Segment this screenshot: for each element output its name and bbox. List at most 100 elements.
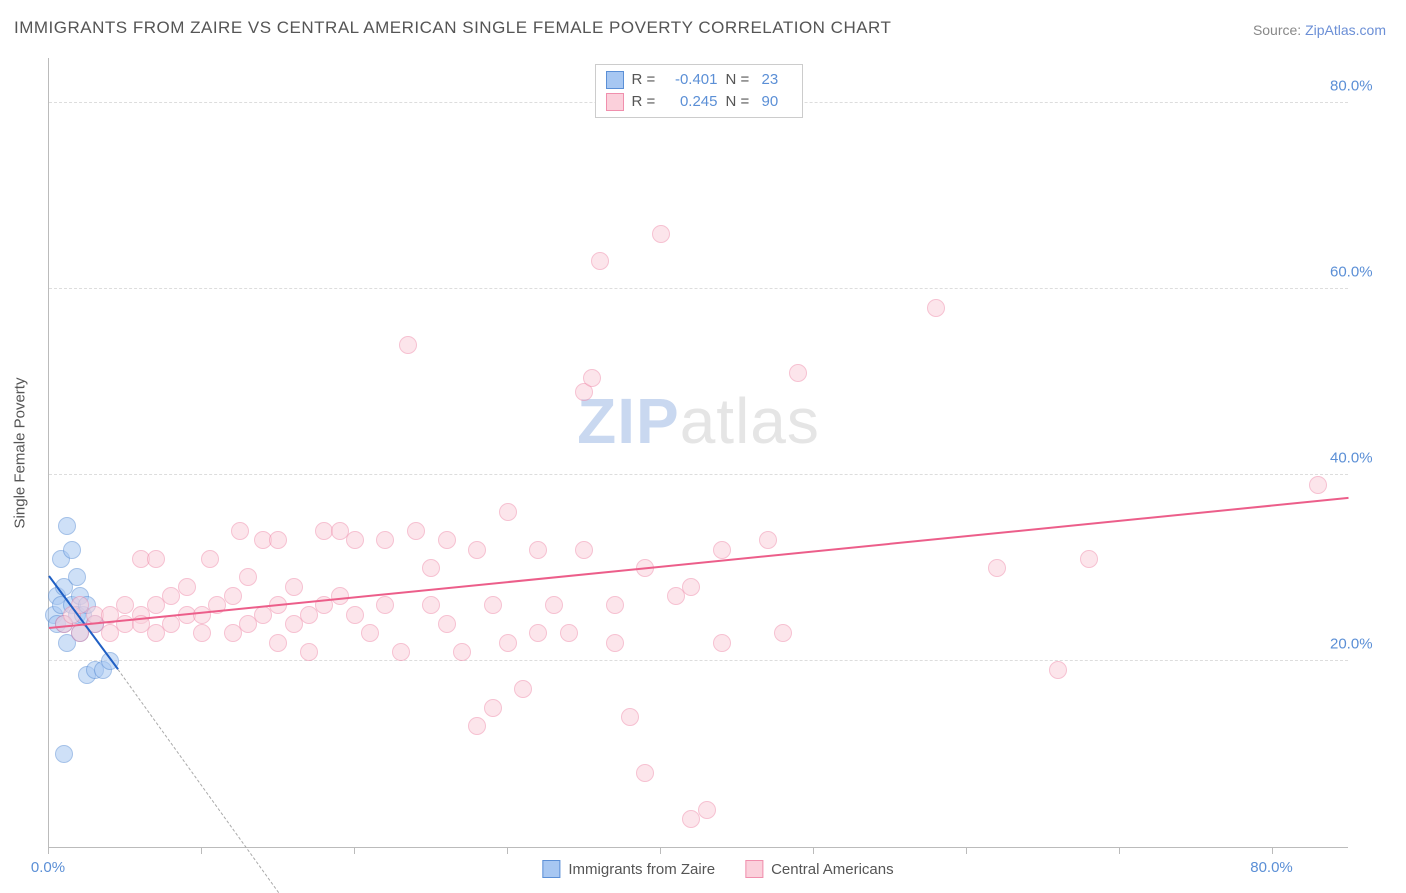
- data-point: [231, 522, 249, 540]
- data-point: [713, 634, 731, 652]
- data-point: [606, 634, 624, 652]
- data-point: [927, 299, 945, 317]
- data-point: [529, 624, 547, 642]
- r-label: R =: [632, 91, 660, 113]
- series-legend-item: Central Americans: [745, 860, 894, 878]
- data-point: [422, 559, 440, 577]
- data-point: [545, 596, 563, 614]
- data-point: [774, 624, 792, 642]
- data-point: [484, 699, 502, 717]
- data-point: [468, 541, 486, 559]
- data-point: [591, 252, 609, 270]
- data-point: [988, 559, 1006, 577]
- correlation-legend: R = -0.401 N = 23 R = 0.245 N = 90: [595, 64, 803, 118]
- data-point: [63, 541, 81, 559]
- data-point: [331, 587, 349, 605]
- data-point: [789, 364, 807, 382]
- watermark-bold: ZIP: [577, 385, 680, 457]
- data-point: [529, 541, 547, 559]
- data-point: [422, 596, 440, 614]
- x-tick: [966, 848, 967, 854]
- trend-extrapolation: [117, 670, 278, 893]
- n-label: N =: [726, 69, 754, 91]
- data-point: [361, 624, 379, 642]
- correlation-legend-row: R = -0.401 N = 23: [606, 69, 792, 91]
- data-point: [514, 680, 532, 698]
- chart-title: IMMIGRANTS FROM ZAIRE VS CENTRAL AMERICA…: [14, 18, 891, 38]
- x-tick: [354, 848, 355, 854]
- data-point: [376, 531, 394, 549]
- r-label: R =: [632, 69, 660, 91]
- data-point: [484, 596, 502, 614]
- legend-swatch: [606, 71, 624, 89]
- n-value: 23: [762, 69, 792, 91]
- legend-swatch: [542, 860, 560, 878]
- legend-swatch: [606, 93, 624, 111]
- data-point: [269, 634, 287, 652]
- data-point: [606, 596, 624, 614]
- y-tick-label: 20.0%: [1330, 636, 1390, 653]
- data-point: [636, 764, 654, 782]
- data-point: [178, 578, 196, 596]
- data-point: [468, 717, 486, 735]
- data-point: [575, 541, 593, 559]
- data-point: [1049, 661, 1067, 679]
- data-point: [58, 517, 76, 535]
- data-point: [759, 531, 777, 549]
- data-point: [1309, 476, 1327, 494]
- gridline: [49, 288, 1348, 289]
- series-label: Immigrants from Zaire: [568, 861, 715, 878]
- data-point: [269, 531, 287, 549]
- correlation-legend-row: R = 0.245 N = 90: [606, 91, 792, 113]
- source-label: Source:: [1253, 22, 1305, 38]
- data-point: [68, 568, 86, 586]
- data-point: [1080, 550, 1098, 568]
- data-point: [652, 225, 670, 243]
- x-tick: [507, 848, 508, 854]
- gridline: [49, 474, 1348, 475]
- data-point: [407, 522, 425, 540]
- data-point: [55, 745, 73, 763]
- data-point: [499, 634, 517, 652]
- x-tick: [201, 848, 202, 854]
- data-point: [300, 643, 318, 661]
- data-point: [376, 596, 394, 614]
- x-tick: [1119, 848, 1120, 854]
- data-point: [285, 578, 303, 596]
- data-point: [346, 606, 364, 624]
- series-legend: Immigrants from Zaire Central Americans: [542, 860, 893, 878]
- data-point: [201, 550, 219, 568]
- x-tick: [1272, 848, 1273, 854]
- trend-line: [49, 496, 1349, 628]
- data-point: [399, 336, 417, 354]
- gridline: [49, 660, 1348, 661]
- n-value: 90: [762, 91, 792, 113]
- data-point: [147, 550, 165, 568]
- y-axis-title: Single Female Poverty: [12, 378, 29, 529]
- data-point: [224, 587, 242, 605]
- x-tick: [660, 848, 661, 854]
- chart-container: Single Female Poverty ZIPatlas 20.0%40.0…: [48, 58, 1388, 848]
- data-point: [560, 624, 578, 642]
- x-tick-label: 0.0%: [31, 859, 65, 876]
- data-point: [713, 541, 731, 559]
- data-point: [499, 503, 517, 521]
- source-attribution: Source: ZipAtlas.com: [1253, 22, 1386, 38]
- data-point: [392, 643, 410, 661]
- series-label: Central Americans: [771, 861, 894, 878]
- data-point: [239, 568, 257, 586]
- source-link[interactable]: ZipAtlas.com: [1305, 22, 1386, 38]
- n-label: N =: [726, 91, 754, 113]
- data-point: [698, 801, 716, 819]
- data-point: [453, 643, 471, 661]
- x-tick-label: 80.0%: [1250, 859, 1293, 876]
- r-value: 0.245: [668, 91, 718, 113]
- x-tick: [48, 848, 49, 854]
- legend-swatch: [745, 860, 763, 878]
- data-point: [583, 369, 601, 387]
- r-value: -0.401: [668, 69, 718, 91]
- data-point: [621, 708, 639, 726]
- data-point: [682, 578, 700, 596]
- plot-area: ZIPatlas 20.0%40.0%60.0%80.0% R =-0.401N…: [48, 58, 1348, 848]
- series-legend-item: Immigrants from Zaire: [542, 860, 715, 878]
